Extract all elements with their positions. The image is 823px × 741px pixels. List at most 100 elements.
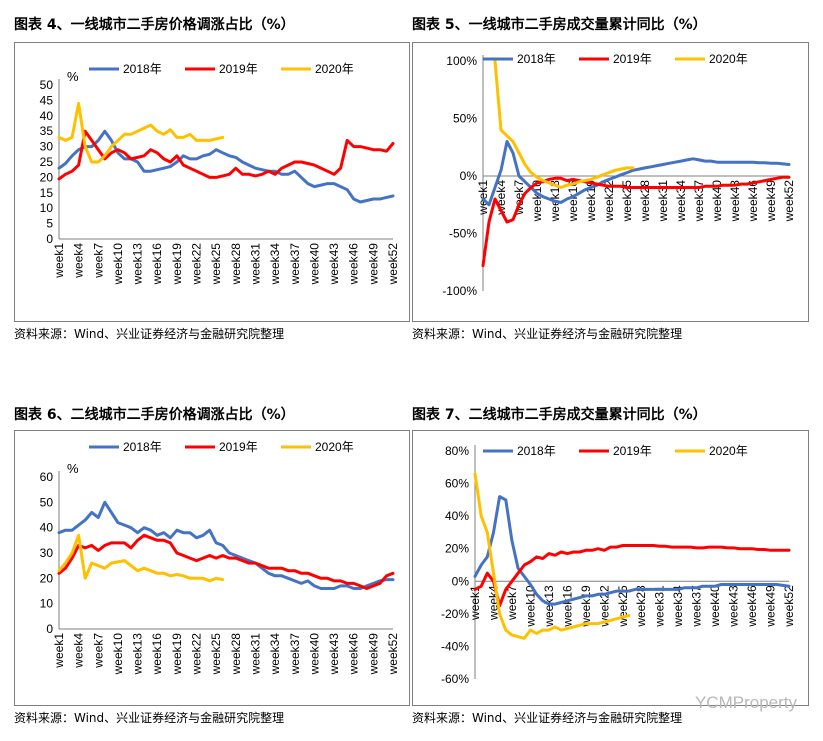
x-tick-label: week4 [72, 633, 86, 669]
x-tick-label: week25 [620, 180, 634, 223]
y-tick-label: 50 [40, 495, 54, 509]
legend-label: 2019年 [219, 440, 258, 454]
x-tick-label: week7 [91, 243, 105, 279]
x-tick-label: week7 [91, 633, 105, 669]
x-tick-label: week16 [150, 243, 164, 286]
legend-label: 2020年 [709, 444, 748, 458]
x-tick-label: week25 [209, 243, 223, 286]
chart-panel-3: 图表 6、二线城市二手房价格调涨占比（%） 0 10 20 30 40 50 60% week… [14, 404, 410, 734]
x-tick-label: week22 [602, 180, 616, 223]
series-line [473, 472, 631, 640]
y-tick-label: 20 [40, 571, 54, 585]
x-tick-label: week25 [209, 633, 223, 676]
x-tick-label: week28 [229, 243, 243, 286]
y-tick-label: -20% [441, 607, 469, 621]
series-line [57, 533, 225, 583]
x-tick-label: week19 [579, 585, 593, 628]
chart-title: 图表 4、一线城市二手房价格调涨占比（%） [14, 17, 295, 33]
x-tick-label: week52 [386, 633, 400, 676]
legend-label: 2018年 [123, 62, 162, 76]
y-tick-label: 0 [46, 232, 53, 246]
x-tick-label: week13 [131, 633, 145, 676]
y-tick-label: 20% [445, 542, 469, 556]
chart-frame: -60% -40% -20% 0% 20% 40% 60% 80% week1 week4 week… [412, 430, 809, 706]
line-chart: 0 10 20 30 40 50 60% week1 week4 week7 week10 week1… [40, 440, 400, 676]
chart-title: 图表 7、二线城市二手房成交量累计同比（%） [412, 407, 707, 423]
x-tick-label: week34 [671, 585, 685, 628]
x-tick-label: week10 [111, 243, 125, 286]
series-line [57, 129, 395, 181]
x-tick-label: week19 [170, 633, 184, 676]
x-tick-label: week37 [690, 585, 704, 628]
y-tick-label: 0% [460, 169, 478, 183]
series-line [473, 495, 791, 606]
x-tick-label: week10 [523, 585, 537, 628]
series-line [481, 175, 791, 268]
y-tick-label: 45 [40, 93, 54, 107]
x-tick-label: week46 [746, 180, 760, 223]
x-tick-label: week31 [248, 243, 262, 286]
y-tick-label: 10 [40, 201, 54, 215]
y-tick-label: 80% [445, 444, 469, 458]
x-tick-label: week43 [327, 633, 341, 676]
chart-title: 图表 6、二线城市二手房价格调涨占比（%） [14, 407, 295, 423]
x-tick-label: week13 [542, 585, 556, 628]
source-note: 资料来源：Wind、兴业证券经济与金融研究院整理 [14, 327, 285, 341]
x-tick-label: week13 [131, 243, 145, 286]
x-tick-label: week52 [782, 585, 796, 628]
x-tick-label: week28 [634, 585, 648, 628]
legend-label: 2018年 [123, 440, 162, 454]
y-tick-label: -100% [442, 284, 477, 298]
series-line [57, 500, 395, 590]
legend-label: 2018年 [517, 52, 556, 66]
source-note: 资料来源：Wind、兴业证券经济与金融研究院整理 [412, 327, 683, 341]
x-tick-label: week22 [190, 633, 204, 676]
legend-label: 2019年 [219, 62, 258, 76]
chart-panel-2: 图表 5、一线城市二手房成交量累计同比（%） -100% -50% 0% 50% 100… [412, 14, 809, 348]
x-tick-label: week43 [728, 180, 742, 223]
unit-label: % [67, 461, 79, 476]
chart-panel-4: 图表 7、二线城市二手房成交量累计同比（%） -60% -40% -20% 0% 20%… [412, 404, 809, 734]
x-tick-label: week52 [386, 243, 400, 286]
x-tick-label: week31 [656, 180, 670, 223]
x-tick-label: week49 [366, 243, 380, 286]
x-tick-label: week40 [307, 243, 321, 286]
x-tick-label: week1 [468, 585, 482, 621]
y-tick-label: 100% [446, 54, 477, 68]
x-tick-label: week1 [52, 633, 66, 669]
x-tick-label: week28 [638, 180, 652, 223]
x-tick-label: week34 [268, 243, 282, 286]
x-tick-label: week52 [782, 180, 796, 223]
y-tick-label: 60 [40, 470, 54, 484]
y-tick-label: 30 [40, 140, 54, 154]
chart-frame: -100% -50% 0% 50% 100% week1 week4 week7 week10 w… [412, 42, 809, 322]
legend-label: 2020年 [315, 62, 354, 76]
x-tick-label: week49 [764, 585, 778, 628]
chart-panel-1: 图表 4、一线城市二手房价格调涨占比（%） 0 5 10 15 20 25 30 35 40 45… [14, 14, 410, 348]
series-line [57, 533, 395, 590]
x-tick-label: week28 [229, 633, 243, 676]
x-tick-label: week43 [327, 243, 341, 286]
series-line [473, 544, 791, 608]
x-tick-label: week16 [560, 585, 574, 628]
source-note: 资料来源：Wind、兴业证券经济与金融研究院整理 [14, 711, 285, 725]
y-tick-label: 40 [40, 521, 54, 535]
x-tick-label: week40 [710, 180, 724, 223]
y-tick-label: -60% [441, 672, 469, 686]
series-line [493, 59, 635, 189]
y-tick-label: 50% [453, 112, 477, 126]
source-note: 资料来源：Wind、兴业证券经济与金融研究院整理 [412, 711, 683, 725]
x-tick-label: week31 [248, 633, 262, 676]
x-tick-label: week34 [674, 180, 688, 223]
x-tick-label: week4 [72, 243, 86, 279]
legend-label: 2020年 [315, 440, 354, 454]
series-line [481, 140, 791, 207]
x-tick-label: week40 [708, 585, 722, 628]
x-tick-label: week46 [347, 243, 361, 286]
y-tick-label: 30 [40, 546, 54, 560]
y-tick-label: 40% [445, 509, 469, 523]
y-tick-label: 40 [40, 109, 54, 123]
x-tick-label: week40 [307, 633, 321, 676]
unit-label: % [67, 69, 79, 84]
y-tick-label: 15 [40, 186, 54, 200]
